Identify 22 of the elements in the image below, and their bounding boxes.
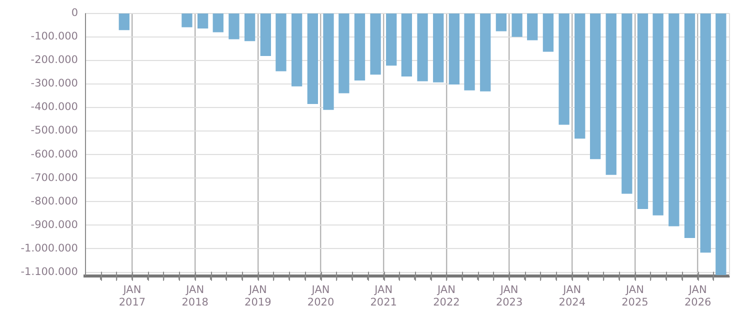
x-tick-label: JAN 2025: [622, 284, 648, 308]
x-tick-label: JAN 2018: [182, 284, 208, 308]
x-tick-label: JAN 2019: [244, 284, 272, 308]
x-tick-label: JAN 2022: [433, 284, 460, 308]
y-tick-label: -700.000: [30, 172, 78, 184]
x-tick-label: JAN 2023: [496, 284, 523, 308]
y-tick-label: -300.000: [30, 78, 78, 90]
x-tick-label: JAN 2017: [118, 284, 146, 308]
y-tick-label: -400.000: [30, 101, 78, 114]
x-tick-label: JAN 2026: [684, 284, 712, 308]
y-tick-label: -800.000: [30, 195, 78, 208]
y-tick-label: -1.000.000: [20, 242, 78, 254]
x-tick-label: JAN 2020: [307, 284, 334, 308]
y-tick-label: -100.000: [30, 30, 78, 43]
y-tick-label: 0: [71, 7, 78, 20]
y-tick-label: -200.000: [30, 54, 78, 66]
x-tick-label: JAN 2021: [370, 284, 397, 308]
y-tick-label: -500.000: [30, 124, 78, 137]
y-tick-label: -600.000: [30, 148, 78, 160]
x-tick-label: JAN 2024: [558, 284, 586, 308]
y-tick-label: -1.100.000: [20, 266, 78, 278]
y-tick-label: -900.000: [30, 218, 78, 231]
